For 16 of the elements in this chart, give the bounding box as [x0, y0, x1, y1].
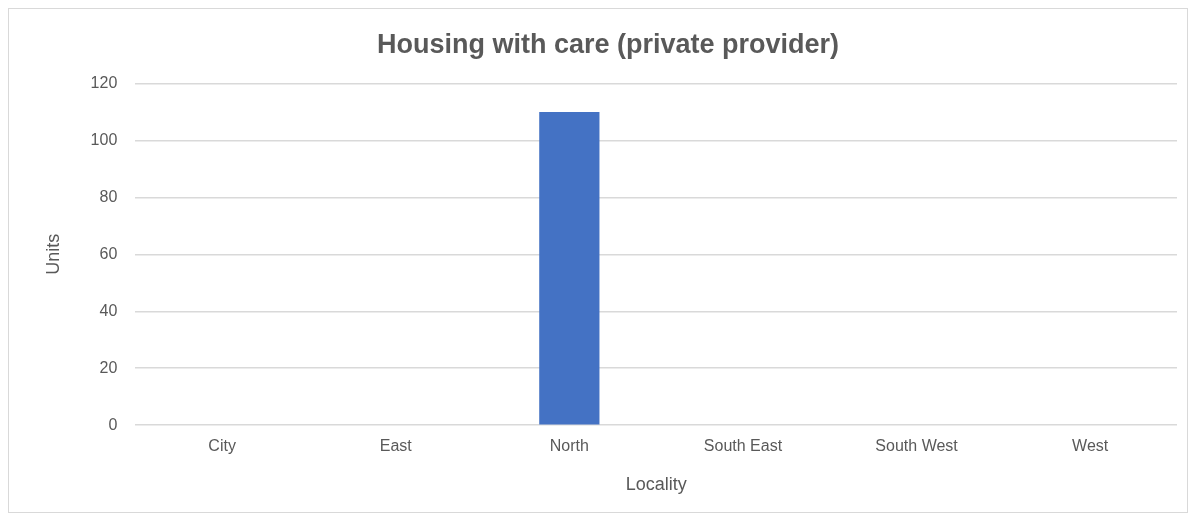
x-axis-title: Locality	[625, 474, 687, 495]
y-tick-label: 80	[99, 187, 118, 205]
y-tick-label: 0	[108, 415, 118, 433]
x-tick-label: West	[1072, 437, 1109, 455]
y-tick-label: 100	[90, 130, 118, 148]
y-tick-label: 60	[99, 244, 118, 262]
x-tick-label: East	[379, 437, 413, 455]
y-tick-label: 120	[90, 73, 118, 91]
y-tick-label: 20	[99, 358, 118, 376]
x-tick-label: South West	[875, 437, 959, 455]
x-tick-label: City	[208, 437, 236, 455]
chart-title: Housing with care (private provider)	[376, 28, 840, 59]
x-tick-label: North	[549, 437, 589, 455]
y-tick-label: 40	[99, 301, 118, 319]
x-tick-label: South East	[703, 437, 783, 455]
y-axis-title: Units	[42, 233, 63, 275]
